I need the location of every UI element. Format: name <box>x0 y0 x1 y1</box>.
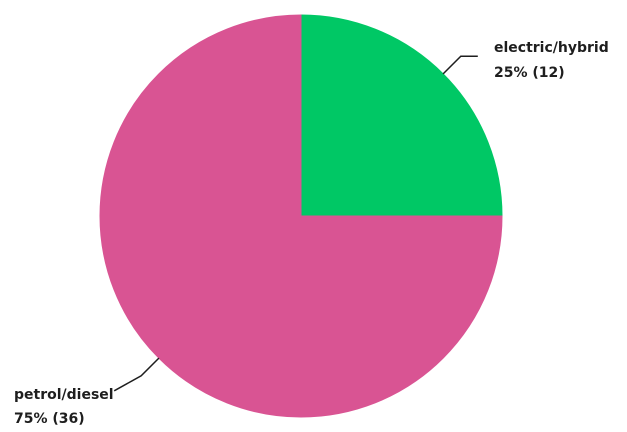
pie-slices <box>99 14 503 418</box>
pie-slice-electric-hybrid <box>300 14 503 217</box>
leader-line-petrol-diesel <box>113 357 160 392</box>
leader-lines <box>113 55 478 392</box>
slice-labels: electric/hybrid 25% (12) petrol/diesel 7… <box>14 40 609 427</box>
slice-value-petrol-diesel: 75% (36) <box>14 411 85 427</box>
pie-slice-petrol-diesel <box>99 14 503 418</box>
leader-line-electric-hybrid <box>442 55 478 75</box>
slice-value-electric-hybrid: 25% (12) <box>494 65 565 81</box>
slice-label-petrol-diesel: petrol/diesel <box>14 387 114 403</box>
slice-label-electric-hybrid: electric/hybrid <box>494 40 609 56</box>
